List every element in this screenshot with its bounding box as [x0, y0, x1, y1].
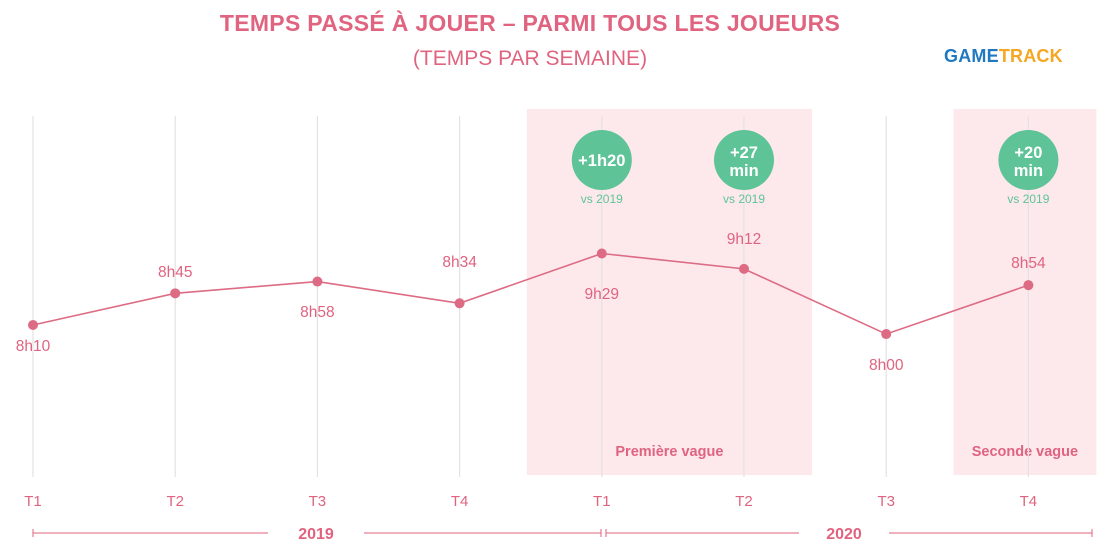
data-point-3 [454, 298, 465, 309]
data-label-0: 8h10 [16, 338, 51, 355]
tick-label-5: T2 [735, 493, 753, 510]
chart-title: TEMPS PASSÉ À JOUER – PARMI TOUS LES JOU… [219, 10, 841, 36]
data-point-0 [28, 320, 38, 330]
badge-line1-1: +27 [730, 144, 758, 162]
tick-label-0: T1 [24, 493, 42, 510]
tick-label-6: T3 [877, 493, 895, 510]
badge-circle-1 [714, 130, 774, 190]
data-label-5: 9h12 [727, 231, 761, 248]
badge-line2-2: min [1014, 162, 1043, 180]
logo-part-game: GAME [944, 46, 999, 66]
series-line [32, 252, 1029, 335]
badge-line1-2: +20 [1014, 144, 1042, 162]
year-label-1: 2020 [826, 526, 862, 543]
data-label-2: 8h58 [300, 304, 334, 321]
badge-note-0: vs 2019 [581, 192, 623, 206]
chart-subtitle: (TEMPS PAR SEMAINE) [412, 47, 648, 70]
data-point-7 [1023, 280, 1034, 291]
data-label-3: 8h34 [442, 254, 477, 271]
data-label-1: 8h45 [158, 264, 192, 281]
tick-label-4: T1 [593, 493, 611, 510]
data-point-4 [596, 248, 607, 259]
badge-line1-0: +1h20 [578, 152, 625, 170]
tick-label-1: T2 [166, 493, 184, 510]
data-label-7: 8h54 [1011, 255, 1046, 272]
tick-label-3: T4 [451, 493, 469, 510]
tick-label-2: T3 [309, 493, 327, 510]
badge-line2-1: min [729, 162, 758, 180]
gametrack-logo: GAMETRACK [944, 46, 1063, 67]
data-point-1 [170, 288, 181, 299]
badge-circle-2 [998, 130, 1059, 190]
year-label-0: 2019 [298, 526, 334, 543]
highlight-label-1: Seconde vague [972, 444, 1078, 460]
badge-note-1: vs 2019 [723, 192, 765, 206]
badge-note-2: vs 2019 [1007, 192, 1049, 206]
data-point-6 [881, 329, 892, 340]
logo-part-track: TRACK [998, 46, 1063, 66]
badge-circle-0 [571, 130, 632, 190]
data-label-6: 8h00 [869, 357, 904, 374]
data-label-4: 9h29 [585, 286, 619, 303]
data-point-2 [312, 276, 323, 287]
data-point-5 [739, 263, 749, 274]
highlight-label-0: Première vague [615, 444, 723, 460]
tick-label-7: T4 [1020, 493, 1038, 510]
